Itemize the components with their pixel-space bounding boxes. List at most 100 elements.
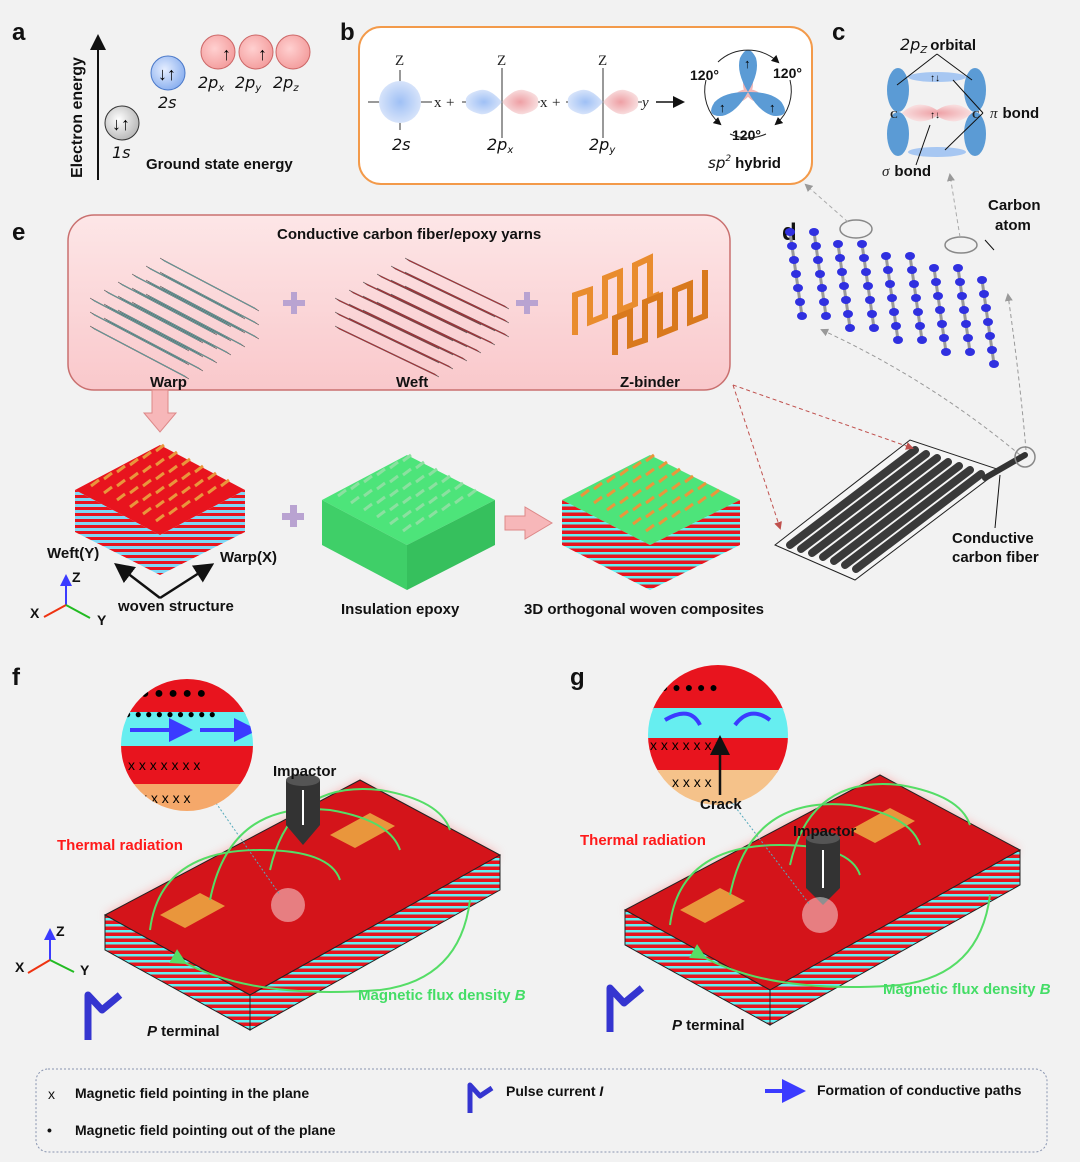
- binder-mark: [207, 471, 217, 481]
- carbon-atom: [863, 282, 873, 290]
- binder-mark: [402, 509, 412, 519]
- carbon-atom: [787, 242, 797, 250]
- binder-mark: [376, 495, 386, 505]
- binder-mark: [415, 474, 425, 484]
- carbon-atom: [843, 310, 853, 318]
- binder-mark: [658, 516, 668, 526]
- svg-text:● ● ● ● ●: ● ● ● ● ●: [140, 685, 206, 702]
- svg-text:Thermal radiation: Thermal radiation: [57, 837, 183, 854]
- impactor-g: [806, 832, 840, 905]
- pulse-current-icon-f: [84, 991, 123, 1040]
- binder-mark: [441, 474, 451, 484]
- carbon-atom: [837, 268, 847, 276]
- binder-mark: [428, 467, 438, 477]
- binder-mark: [441, 502, 451, 512]
- binder-mark: [181, 471, 191, 481]
- svg-text:atom: atom: [995, 217, 1031, 234]
- impact-point-f: [271, 888, 305, 922]
- binder-mark: [402, 523, 412, 533]
- binder-mark: [129, 457, 139, 467]
- axes-triad-f: Z X Y: [15, 923, 90, 978]
- binder-mark: [363, 502, 373, 512]
- carbon-atom: [939, 334, 949, 342]
- svg-text:carbon fiber: carbon fiber: [952, 549, 1039, 566]
- binder-mark: [155, 499, 165, 509]
- yarn: [390, 293, 496, 346]
- panel-c: c 2pZ orbital ↑↓ ↑↓ C C π bond σ bond: [832, 19, 1039, 180]
- binder-mark: [155, 443, 165, 453]
- svg-text:+: +: [552, 95, 560, 111]
- binder-mark: [428, 495, 438, 505]
- woven-composite-block: [562, 453, 740, 590]
- svg-text:Impactor: Impactor: [273, 763, 337, 780]
- svg-text:Warp(X): Warp(X): [220, 549, 277, 566]
- binder-mark: [402, 453, 412, 463]
- carbon-fiber: [830, 462, 963, 565]
- svg-text:2s: 2s: [392, 135, 411, 154]
- binder-mark: [194, 478, 204, 488]
- carbon-atom: [893, 336, 903, 344]
- pulse-current-icon-g: [606, 984, 645, 1032]
- composite-slab-f: [103, 779, 502, 1031]
- impact-point-g: [802, 897, 838, 933]
- yarn: [89, 311, 190, 366]
- svg-text:x: x: [540, 95, 548, 111]
- legend-in-plane-symbol: x: [48, 1086, 55, 1102]
- yarn: [117, 309, 218, 364]
- carbon-atom: [959, 306, 969, 314]
- svg-text:X: X: [30, 605, 40, 621]
- binder-mark: [350, 481, 360, 491]
- binder-mark: [142, 492, 152, 502]
- carbon-highlight-1: [839, 219, 873, 239]
- binder-mark: [129, 471, 139, 481]
- binder-mark: [632, 460, 642, 470]
- yarn: [159, 285, 260, 340]
- binder-mark: [645, 495, 655, 505]
- svg-text:Z: Z: [72, 569, 81, 585]
- woven-structure-cube: [75, 443, 245, 575]
- binder-mark: [606, 474, 616, 484]
- electron-energy-label: Electron energy: [69, 57, 86, 178]
- carbon-atom: [841, 296, 851, 304]
- binder-mark: [155, 471, 165, 481]
- carbon-atom: [857, 240, 867, 248]
- carbon-atom: [797, 312, 807, 320]
- carbon-atom: [815, 270, 825, 278]
- binder-mark: [441, 488, 451, 498]
- yarn: [103, 303, 204, 358]
- carbon-atom: [953, 264, 963, 272]
- binder-mark: [376, 481, 386, 491]
- carbon-atom: [909, 280, 919, 288]
- carbon-atom: [795, 298, 805, 306]
- svg-text:Z: Z: [598, 53, 607, 69]
- yarn: [145, 265, 246, 320]
- carbon-atom: [789, 256, 799, 264]
- svg-text:↑: ↑: [258, 44, 267, 64]
- yarn: [334, 325, 440, 378]
- binder-mark: [671, 467, 681, 477]
- carbon-atom: [889, 308, 899, 316]
- insulation-epoxy-block: [322, 453, 495, 590]
- binder-mark: [350, 495, 360, 505]
- yarn: [103, 317, 204, 372]
- carbon-atom: [881, 252, 891, 260]
- binder-mark: [671, 481, 681, 491]
- yarn: [89, 297, 190, 352]
- binder-mark: [415, 488, 425, 498]
- orbital-2s: ↓↑ 2s: [150, 55, 186, 112]
- carbon-atom: [935, 306, 945, 314]
- svg-text:↑: ↑: [769, 100, 776, 115]
- carbon-atom: [911, 294, 921, 302]
- binder-mark: [645, 523, 655, 533]
- panel-b: b Z x + 2s Z x + 2px Z y: [340, 19, 813, 185]
- carbon-atom: [905, 252, 915, 260]
- carbon-atom: [937, 320, 947, 328]
- svg-text:120°: 120°: [690, 67, 719, 83]
- binder-mark: [363, 474, 373, 484]
- cross-section-g: ● ● ● ● ● x x x x x x x x x x x: [648, 665, 788, 805]
- graphene-lattice: [785, 228, 999, 368]
- legend-paths-label: Formation of conductive paths: [817, 1082, 1022, 1098]
- carbon-atom: [931, 278, 941, 286]
